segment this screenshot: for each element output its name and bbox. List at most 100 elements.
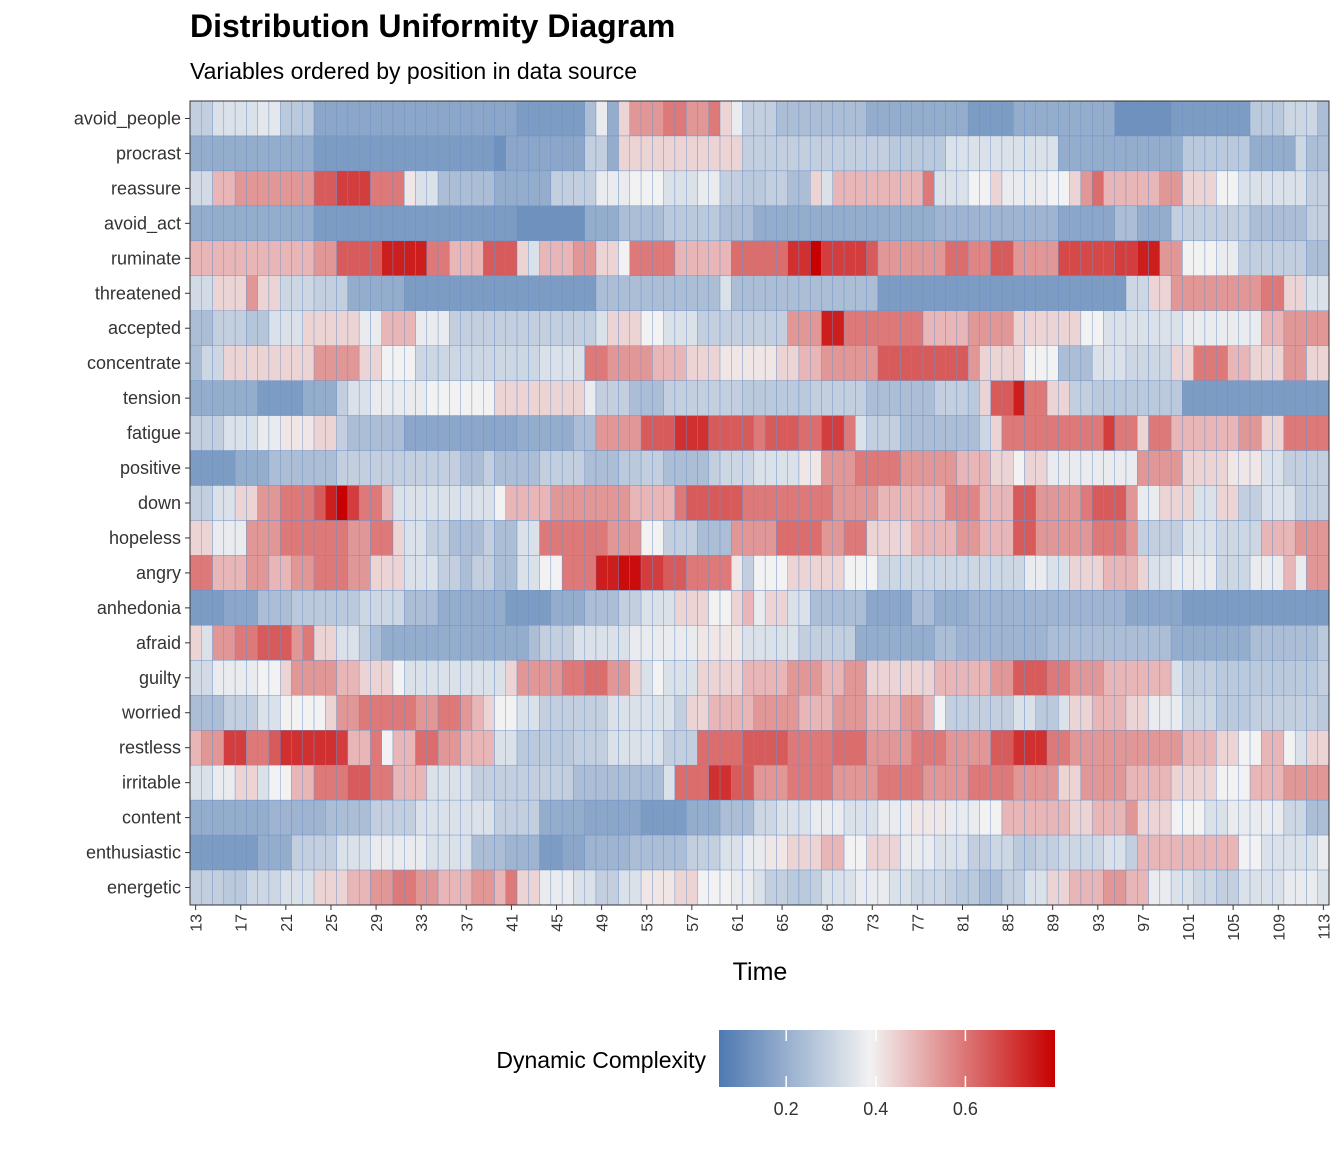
heatmap-cell [313, 450, 326, 486]
y-tick-label: hopeless [109, 528, 181, 548]
heatmap-cell [550, 834, 563, 871]
heatmap-cell [888, 380, 901, 416]
heatmap-cell [1080, 135, 1093, 172]
y-tick-label: guilty [139, 668, 181, 688]
heatmap-cell [1148, 625, 1161, 661]
heatmap-cell [877, 485, 890, 521]
heatmap-cell [1137, 415, 1149, 451]
heatmap-cell [1317, 345, 1330, 381]
heatmap-cell [1294, 205, 1307, 242]
heatmap-cell [223, 415, 236, 451]
heatmap-cell [934, 834, 946, 871]
heatmap-cell [956, 240, 969, 276]
heatmap-cell [888, 590, 901, 626]
heatmap-cell [708, 590, 721, 626]
heatmap-cell [1058, 869, 1070, 906]
heatmap-cell [302, 275, 315, 311]
heatmap-cell [1159, 555, 1172, 591]
heatmap-cell [1035, 799, 1048, 836]
heatmap-cell [843, 799, 856, 836]
heatmap-cell [967, 135, 980, 172]
heatmap-cell [347, 310, 360, 346]
heatmap-cell [358, 485, 371, 521]
heatmap-cell [821, 275, 834, 311]
heatmap-cell [866, 799, 879, 836]
heatmap-cell [607, 415, 619, 451]
heatmap-cell [1125, 415, 1138, 451]
heatmap-cell [877, 660, 890, 696]
heatmap-cell [776, 170, 788, 207]
heatmap-cell [1058, 415, 1070, 451]
heatmap-cell [494, 555, 506, 591]
heatmap-cell [584, 380, 597, 416]
heatmap-cell [742, 310, 755, 346]
heatmap-cell [415, 695, 428, 731]
heatmap-cell [1035, 834, 1048, 871]
heatmap-cell [460, 660, 473, 696]
heatmap-cell [561, 100, 574, 137]
heatmap-cell [686, 310, 698, 346]
heatmap-cell [607, 555, 619, 591]
heatmap-cell [697, 310, 709, 346]
heatmap-cell [1024, 520, 1036, 556]
heatmap-cell [719, 240, 732, 276]
heatmap-cell [1227, 345, 1239, 381]
heatmap-cell [731, 450, 743, 486]
heatmap-cell [1261, 764, 1273, 801]
heatmap-cell [1058, 660, 1070, 696]
heatmap-cell [945, 170, 958, 207]
heatmap-cell [1137, 834, 1149, 871]
heatmap-cell [370, 869, 382, 906]
heatmap-cell [764, 415, 777, 451]
heatmap-cell [686, 485, 698, 521]
heatmap-cell [640, 799, 653, 836]
heatmap-cell [212, 205, 225, 242]
heatmap-cell [291, 450, 303, 486]
heatmap-cell [415, 275, 428, 311]
heatmap-cell [1148, 310, 1161, 346]
heatmap-cell [1114, 345, 1127, 381]
heatmap-cell [900, 450, 912, 486]
heatmap-cell [268, 730, 281, 766]
heatmap-cell [1114, 834, 1127, 871]
heatmap-cell [336, 380, 349, 416]
heatmap-cell [1306, 275, 1318, 311]
heatmap-cell [742, 520, 755, 556]
heatmap-cell [708, 310, 721, 346]
heatmap-cell [212, 415, 225, 451]
heatmap-cell [652, 625, 664, 661]
heatmap-cell [584, 764, 597, 801]
heatmap-cell [404, 275, 416, 311]
heatmap-cell [1216, 695, 1228, 731]
heatmap-cell [967, 345, 980, 381]
heatmap-cell [437, 415, 450, 451]
heatmap-cell [313, 730, 326, 766]
heatmap-cell [934, 869, 946, 906]
heatmap-cell [1272, 834, 1285, 871]
heatmap-cell [404, 834, 416, 871]
heatmap-cell [471, 205, 484, 242]
heatmap-cell [1058, 520, 1070, 556]
heatmap-cell [280, 450, 292, 486]
heatmap-cell [753, 345, 766, 381]
heatmap-cell [415, 240, 428, 276]
heatmap-cell [336, 135, 349, 172]
heatmap-cell [810, 380, 822, 416]
heatmap-cell [1227, 799, 1239, 836]
heatmap-cell [573, 100, 585, 137]
heatmap-cell [618, 345, 631, 381]
heatmap-cell [934, 135, 946, 172]
heatmap-cell [426, 380, 439, 416]
heatmap-cell [663, 520, 676, 556]
heatmap-cell [1035, 590, 1048, 626]
heatmap-cell [607, 205, 619, 242]
heatmap-cell [426, 520, 439, 556]
heatmap-cell [268, 799, 281, 836]
heatmap-cell [1294, 415, 1307, 451]
heatmap-cell [1204, 170, 1217, 207]
heatmap-cell [1137, 625, 1149, 661]
heatmap-cell [798, 170, 811, 207]
heatmap-cell [212, 240, 225, 276]
heatmap-cell [550, 275, 563, 311]
heatmap-cell [1182, 555, 1194, 591]
